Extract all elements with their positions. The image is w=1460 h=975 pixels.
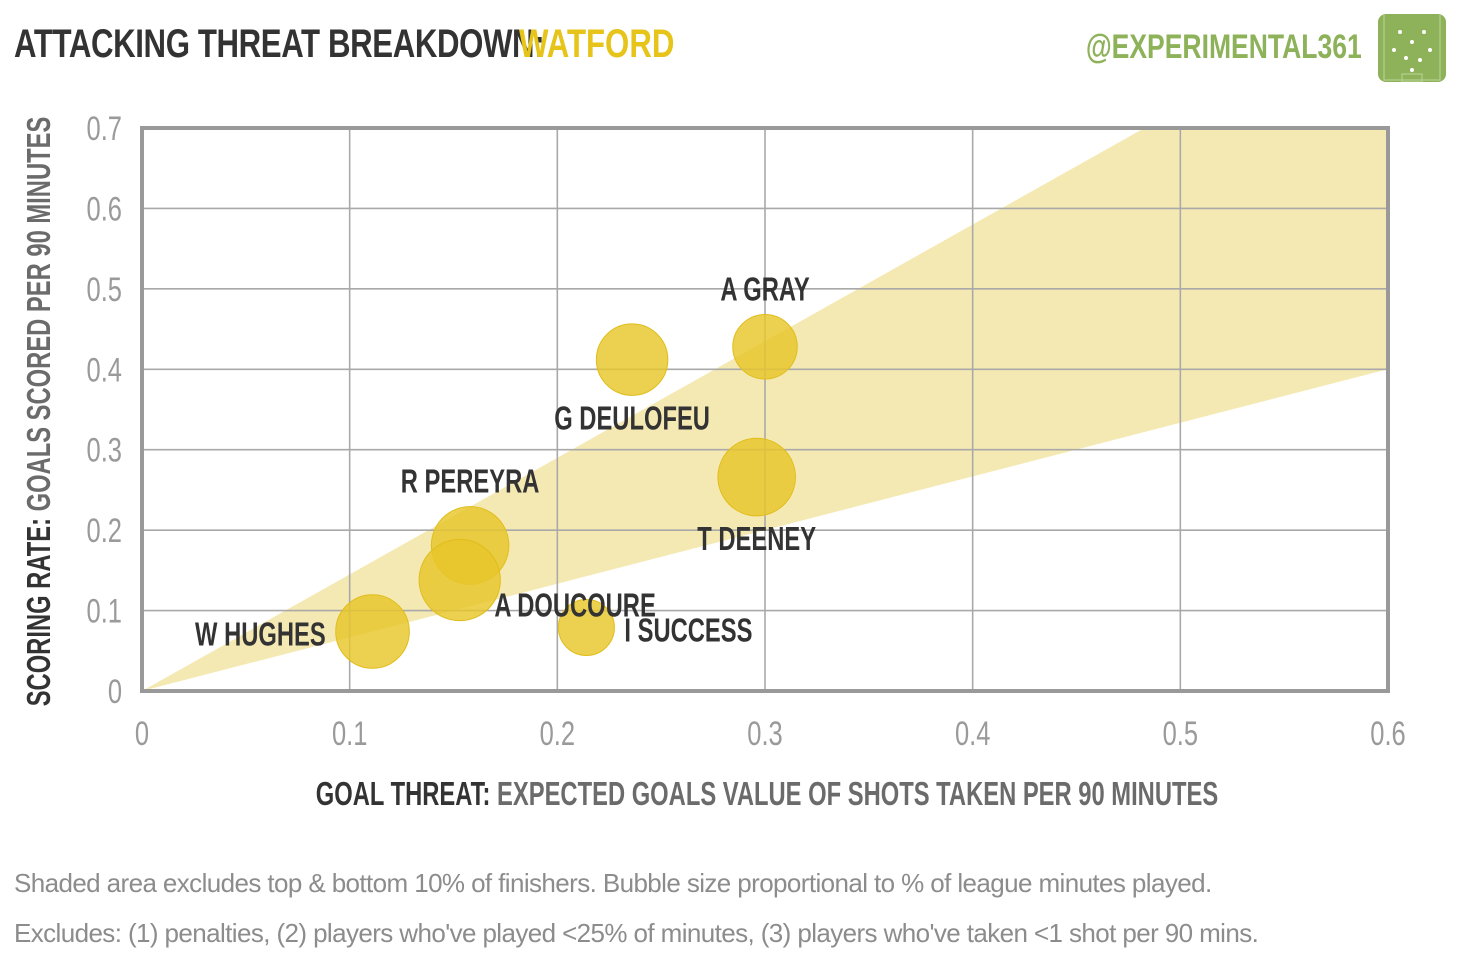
brand-handle[interactable]: @EXPERIMENTAL361 (1086, 28, 1362, 66)
x-tick-label: 0.1 (332, 716, 367, 753)
x-tick-label: 0.5 (1163, 716, 1198, 753)
y-tick-label: 0.7 (87, 111, 122, 148)
player-label: G DEULOFEU (554, 401, 710, 438)
x-tick-label: 0 (135, 716, 149, 753)
y-tick-label: 0.1 (87, 593, 122, 630)
y-axis-title: SCORING RATE: GOALS SCORED PER 90 MINUTE… (21, 117, 58, 707)
y-tick-label: 0.5 (87, 271, 122, 308)
chart-header: ATTACKING THREAT BREAKDOWN: WATFORD (14, 22, 694, 78)
player-bubble[interactable] (418, 538, 501, 622)
player-bubble[interactable] (557, 598, 615, 656)
player-label: I SUCCESS (624, 613, 752, 650)
pitch-logo-icon (1378, 14, 1446, 82)
footnote-exclusions: Excludes: (1) penalties, (2) players who… (14, 918, 1259, 948)
player-label: T DEENEY (697, 521, 816, 558)
y-tick-label: 0.3 (87, 432, 122, 469)
player-bubble[interactable] (595, 323, 669, 396)
player-bubble[interactable] (732, 314, 798, 380)
player-label: A DOUCOURE (494, 588, 655, 625)
team-name: WATFORD (519, 22, 675, 66)
x-tick-label: 0.4 (955, 716, 990, 753)
y-tick-label: 0.2 (87, 513, 122, 550)
y-tick-label: 0.4 (87, 352, 122, 389)
x-tick-label: 0.6 (1370, 716, 1405, 753)
footnote-band-note: Shaded area excludes top & bottom 10% of… (14, 868, 1212, 898)
x-tick-label: 0.3 (747, 716, 782, 753)
player-label: W HUGHES (195, 617, 326, 654)
x-axis-title: GOAL THREAT: EXPECTED GOALS VALUE OF SHO… (316, 776, 1218, 813)
y-tick-label: 0 (108, 674, 122, 711)
y-tick-label: 0.6 (87, 191, 122, 228)
player-label: A GRAY (720, 272, 809, 309)
plot-frame (140, 126, 1390, 693)
chart-title: ATTACKING THREAT BREAKDOWN: (14, 22, 545, 66)
x-tick-label: 0.2 (540, 716, 575, 753)
player-bubble[interactable] (717, 437, 796, 517)
player-bubble[interactable] (335, 594, 410, 669)
player-label: R PEREYRA (401, 464, 540, 501)
